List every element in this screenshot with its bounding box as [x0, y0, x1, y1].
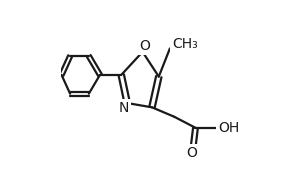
Text: O: O — [139, 39, 150, 53]
Text: O: O — [186, 146, 197, 160]
Text: CH₃: CH₃ — [173, 37, 198, 51]
Text: N: N — [119, 101, 129, 115]
Text: OH: OH — [218, 121, 239, 135]
